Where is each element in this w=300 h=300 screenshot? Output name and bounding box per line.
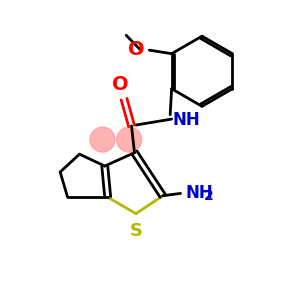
Text: O: O xyxy=(112,75,129,94)
Text: O: O xyxy=(128,40,145,59)
Text: 2: 2 xyxy=(203,189,213,203)
Text: S: S xyxy=(130,222,142,240)
Circle shape xyxy=(90,127,115,152)
Text: NH: NH xyxy=(172,111,200,129)
Circle shape xyxy=(117,127,142,152)
Text: NH: NH xyxy=(186,184,214,202)
